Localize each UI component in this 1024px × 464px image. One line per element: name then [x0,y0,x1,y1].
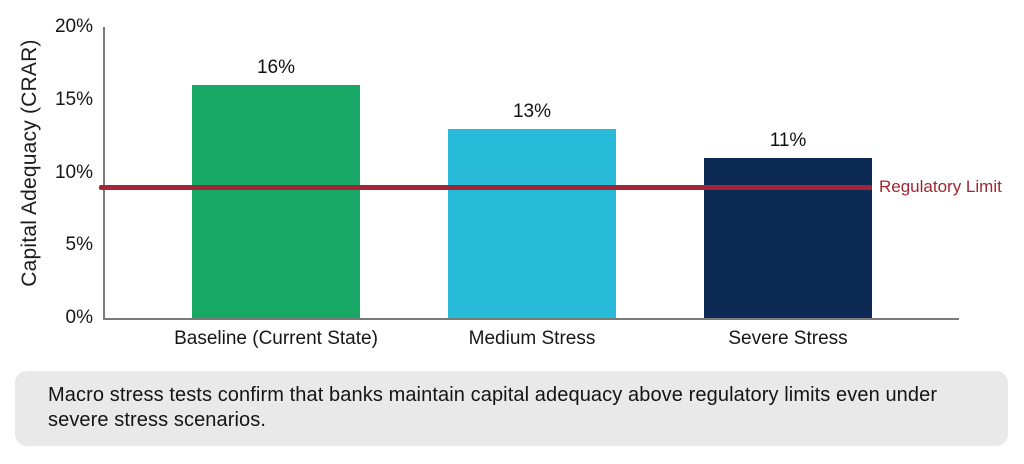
bar-1 [192,85,360,318]
regulatory-limit-line [99,185,872,190]
y-tick-label: 0% [65,307,93,328]
x-axis-line [103,318,959,320]
y-tick-label: 20% [54,16,93,37]
x-category-label: Baseline (Current State) [174,328,378,349]
y-tick-label: 10% [54,162,93,183]
regulatory-limit-label: Regulatory Limit [879,177,1002,196]
y-tick-label: 15% [54,89,93,110]
bar-2 [448,129,616,318]
bar-value-label: 11% [769,130,807,151]
x-category-label: Severe Stress [728,328,848,349]
x-category-label: Medium Stress [468,328,596,349]
caption-text: Macro stress tests confirm that banks ma… [48,384,938,431]
caption-box: Macro stress tests confirm that banks ma… [15,371,1008,446]
bar-3 [704,158,872,318]
bar-value-label: 16% [256,57,296,78]
bar-value-label: 13% [512,101,552,122]
y-axis-line [103,27,105,318]
y-tick-label: 5% [65,234,93,255]
